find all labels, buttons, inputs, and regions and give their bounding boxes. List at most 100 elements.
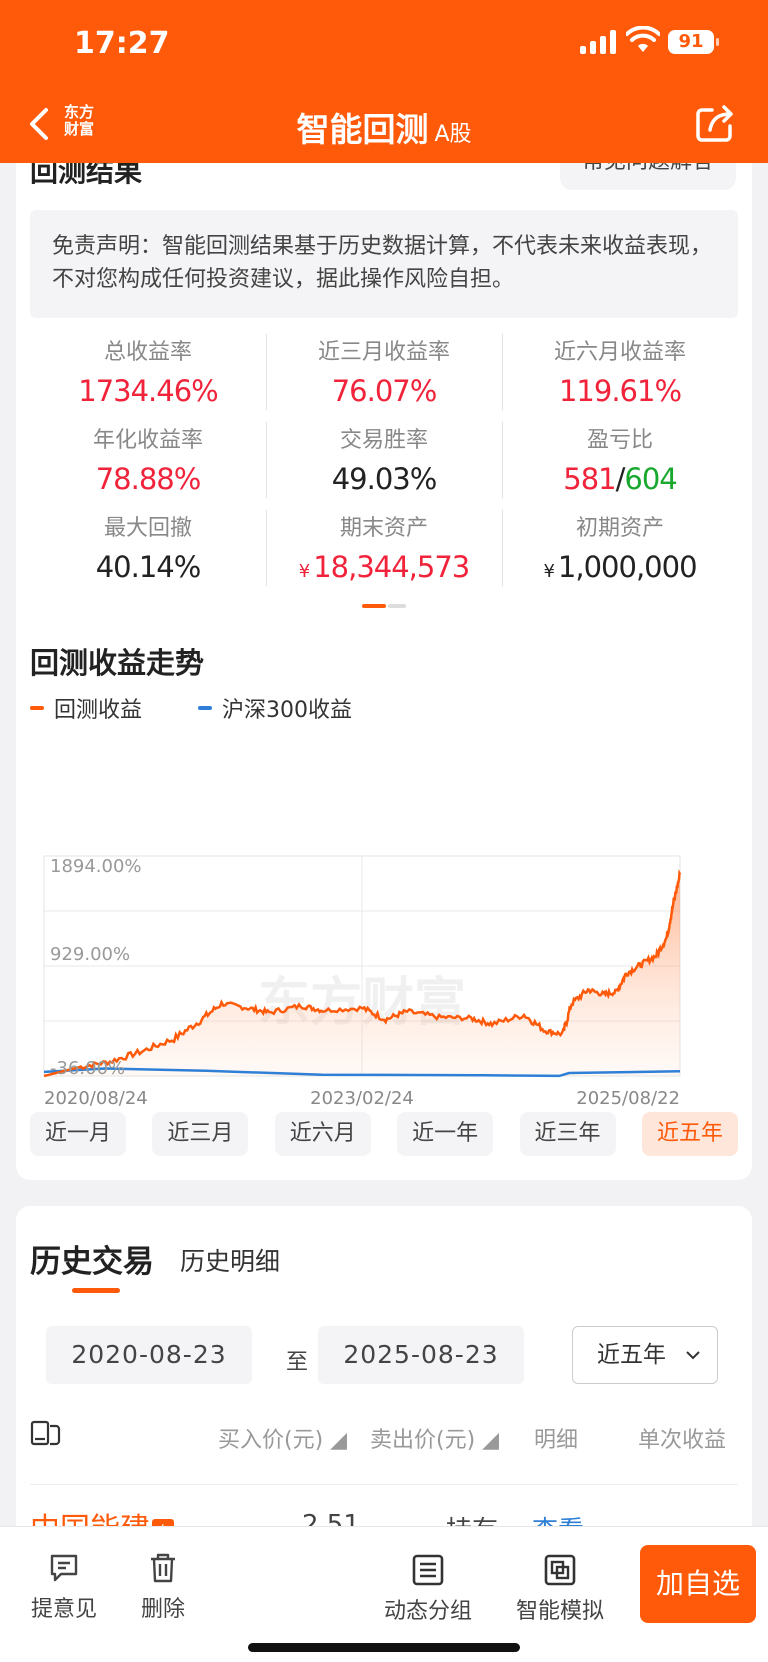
period-value: 近五年 (597, 1342, 666, 1368)
page-indicator (362, 604, 406, 608)
tab-underline (72, 1288, 120, 1293)
x-tick-label: 2025/08/22 (576, 1088, 680, 1109)
wifi-icon (626, 26, 660, 52)
header-divider (30, 1484, 738, 1485)
col-label: 卖出价(元) (370, 1428, 476, 1453)
smart-simulate-button[interactable]: 智能模拟 (510, 1553, 610, 1625)
end-assets-value: 18,344,573 (313, 550, 470, 584)
range-button-6[interactable]: 近五年 (641, 1112, 738, 1156)
metric-value: ¥1,000,000 (502, 550, 738, 584)
chart-legend: 回测收益 沪深300收益 (30, 692, 352, 724)
metric-pl-ratio: 盈亏比 581/604 (502, 416, 738, 504)
legend-item-strategy: 回测收益 (30, 692, 142, 724)
history-card: 历史交易 历史明细 2020-08-23 至 2025-08-23 近五年 买入… (16, 1206, 752, 1546)
pl-separator: / (615, 462, 626, 496)
metric-total-return: 总收益率 1734.46% (30, 328, 266, 416)
metric-value: 78.88% (95, 462, 202, 496)
benchmark-line (43, 1067, 681, 1078)
metric-six-month: 近六月收益率 119.61% (502, 328, 738, 416)
logo-line2: 财富 (63, 120, 94, 138)
end-date-field[interactable]: 2025-08-23 (318, 1326, 524, 1384)
bottom-action-bar: 提意见 删除 动态分组 智能模拟 加自选 (0, 1526, 768, 1662)
range-selector: 近一月 近三月 近六月 近一年 近三年 近五年 (30, 1112, 738, 1156)
col-detail: 明细 (534, 1428, 579, 1453)
battery-icon: 91 (668, 30, 719, 54)
legend-item-benchmark: 沪深300收益 (198, 692, 352, 724)
chevron-down-icon (686, 1351, 700, 1360)
metric-label: 总收益率 (103, 340, 192, 365)
trash-icon (151, 1553, 175, 1583)
metric-label: 期末资产 (339, 516, 428, 541)
start-date-field[interactable]: 2020-08-23 (46, 1326, 252, 1384)
metric-value: 581/604 (502, 462, 738, 496)
start-assets-value: 1,000,000 (557, 550, 698, 584)
metric-value: 76.07% (331, 374, 438, 408)
logo-line1: 东方 (63, 103, 94, 121)
tab-history-trades[interactable]: 历史交易 (30, 1244, 154, 1280)
col-sell-price[interactable]: 卖出价(元) ◢ (370, 1428, 500, 1453)
metric-value: 119.61% (558, 374, 682, 408)
list-icon (412, 1554, 444, 1586)
smart-simulate-label: 智能模拟 (515, 1599, 604, 1624)
metric-label: 最大回撤 (103, 516, 192, 541)
delete-button[interactable]: 删除 (130, 1551, 196, 1623)
page-title-text: 智能回测 (296, 110, 429, 149)
add-to-watchlist-button[interactable]: 加自选 (640, 1545, 756, 1623)
range-button-1[interactable]: 近一月 (30, 1112, 126, 1156)
status-time: 17:27 (74, 26, 170, 61)
metric-label: 初期资产 (575, 516, 664, 541)
currency-symbol: ¥ (543, 561, 554, 582)
metric-value: ¥18,344,573 (266, 550, 502, 584)
brand-logo: 东方 财富 (60, 104, 98, 142)
disclaimer-text: 免责声明：智能回测结果基于历史数据计算，不代表未来收益表现，不对您构成任何投资建… (30, 210, 738, 318)
metric-start-assets: 初期资产 ¥1,000,000 (502, 504, 738, 592)
share-icon[interactable] (694, 102, 736, 144)
metrics-grid: 总收益率 1734.46% 近三月收益率 76.07% 近六月收益率 119.6… (30, 328, 738, 592)
delete-label: 删除 (140, 1597, 185, 1622)
range-button-3[interactable]: 近六月 (274, 1112, 371, 1156)
period-select[interactable]: 近五年 (572, 1326, 718, 1384)
return-chart[interactable]: 东方财富 1894.00%929.00%-36.00% 2020/08/24 20… (16, 700, 752, 1120)
metric-label: 交易胜率 (339, 428, 428, 453)
x-tick-label: 2020/08/24 (44, 1088, 148, 1109)
pl-loss-count: 604 (624, 462, 677, 496)
tab-history-detail[interactable]: 历史明细 (180, 1247, 281, 1276)
feedback-label: 提意见 (30, 1597, 97, 1622)
overlap-squares-icon (544, 1554, 576, 1586)
metric-win-rate: 交易胜率 49.03% (266, 416, 502, 504)
top-bar: 17:27 91 东方 财富 智能回测 A股 (0, 0, 768, 163)
results-card: 回测结果 常见问题解答 免责声明：智能回测结果基于历史数据计算，不代表未来收益表… (16, 150, 752, 1180)
range-button-4[interactable]: 近一年 (397, 1112, 494, 1156)
back-arrow-icon[interactable] (24, 104, 54, 144)
strategy-line (43, 869, 682, 1078)
trend-title: 回测收益走势 (30, 646, 205, 680)
range-button-5[interactable]: 近三年 (519, 1112, 616, 1156)
legend-label: 回测收益 (54, 698, 143, 723)
feedback-button[interactable]: 提意见 (26, 1551, 102, 1623)
dynamic-group-button[interactable]: 动态分组 (378, 1553, 478, 1625)
y-tick-label: 1894.00% (50, 856, 142, 877)
metric-label: 盈亏比 (586, 428, 653, 453)
signal-icon (580, 30, 616, 54)
y-tick-label: -36.00% (50, 1058, 125, 1079)
col-label: 买入价(元) (218, 1428, 324, 1453)
metric-three-month: 近三月收益率 76.07% (266, 328, 502, 416)
column-toggle-icon[interactable] (30, 1418, 62, 1448)
metric-label: 近六月收益率 (553, 340, 686, 365)
x-tick-label: 2023/02/24 (310, 1088, 414, 1109)
range-button-2[interactable]: 近三月 (152, 1112, 249, 1156)
page-subtitle: A股 (434, 122, 472, 147)
home-indicator (248, 1643, 520, 1652)
metric-max-drawdown: 最大回撤 40.14% (30, 504, 266, 592)
comment-icon (50, 1554, 78, 1582)
metric-label: 年化收益率 (92, 428, 203, 453)
metric-end-assets: 期末资产 ¥18,344,573 (266, 504, 502, 592)
metric-value: 40.14% (95, 550, 202, 584)
dynamic-group-label: 动态分组 (383, 1599, 472, 1624)
metric-value: 1734.46% (78, 374, 218, 408)
to-label: 至 (286, 1350, 309, 1375)
col-buy-price[interactable]: 买入价(元) ◢ (218, 1428, 348, 1453)
page-title: 智能回测 A股 (0, 103, 768, 151)
col-single-return: 单次收益 (638, 1428, 727, 1453)
legend-label: 沪深300收益 (222, 698, 353, 723)
